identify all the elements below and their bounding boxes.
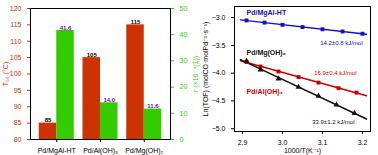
svg-text:3.2: 3.2 [358, 139, 368, 146]
svg-text:Pd/Mg(OH)₂: Pd/Mg(OH)₂ [125, 147, 163, 155]
svg-text:85: 85 [45, 117, 52, 123]
svg-text:105: 105 [10, 54, 22, 61]
svg-text:Pd/MgAl-HT: Pd/MgAl-HT [247, 9, 287, 17]
svg-text:20: 20 [180, 83, 188, 90]
svg-text:r (×10⁻⁴(1)): r (×10⁻⁴(1)) [192, 56, 200, 92]
svg-text:100: 100 [10, 70, 22, 77]
svg-text:10: 10 [180, 110, 188, 117]
svg-text:−3.0: −3.0 [212, 14, 226, 21]
svg-text:Pd/Al(OH)₃: Pd/Al(OH)₃ [247, 88, 283, 96]
svg-text:Pd/Mg(OH)₂: Pd/Mg(OH)₂ [247, 49, 286, 57]
svg-text:Pd/Al(OH)₃: Pd/Al(OH)₃ [83, 147, 118, 155]
svg-text:41.6: 41.6 [60, 25, 72, 31]
svg-text:Ln(TOF) (molCO·molPd⁻¹·s⁻¹): Ln(TOF) (molCO·molPd⁻¹·s⁻¹) [202, 22, 210, 117]
svg-text:3.1: 3.1 [318, 139, 328, 146]
svg-text:14.0: 14.0 [103, 97, 115, 103]
svg-text:115: 115 [10, 21, 21, 28]
svg-text:105: 105 [87, 52, 98, 58]
svg-text:33.9±1.2 kJ/mol: 33.9±1.2 kJ/mol [312, 119, 354, 125]
svg-text:110: 110 [10, 37, 21, 44]
svg-text:14.2±0.8 kJ/mol: 14.2±0.8 kJ/mol [320, 40, 362, 46]
svg-text:11.6: 11.6 [147, 103, 159, 109]
svg-text:−5.0: −5.0 [212, 125, 226, 132]
svg-text:1000/T(K⁻¹): 1000/T(K⁻¹) [284, 147, 321, 155]
svg-text:0: 0 [180, 136, 184, 143]
svg-text:−3.5: −3.5 [212, 42, 226, 49]
svg-text:−4.0: −4.0 [212, 69, 226, 76]
svg-text:40: 40 [180, 31, 188, 38]
svg-text:Pd/MgAl-HT: Pd/MgAl-HT [38, 147, 77, 155]
svg-text:2.9: 2.9 [238, 139, 248, 146]
svg-text:50: 50 [180, 5, 188, 12]
svg-text:115: 115 [131, 19, 141, 25]
svg-text:85: 85 [14, 119, 22, 126]
svg-text:30: 30 [180, 57, 188, 64]
svg-text:T₅₀ (°C): T₅₀ (°C) [2, 62, 10, 86]
svg-text:90: 90 [14, 103, 22, 110]
svg-text:16.9±0.4 kJ/mol: 16.9±0.4 kJ/mol [314, 70, 356, 76]
svg-text:120: 120 [10, 5, 22, 12]
svg-text:95: 95 [14, 87, 22, 94]
svg-text:3.0: 3.0 [278, 139, 288, 146]
svg-text:80: 80 [14, 136, 22, 143]
svg-text:−4.5: −4.5 [212, 97, 226, 104]
